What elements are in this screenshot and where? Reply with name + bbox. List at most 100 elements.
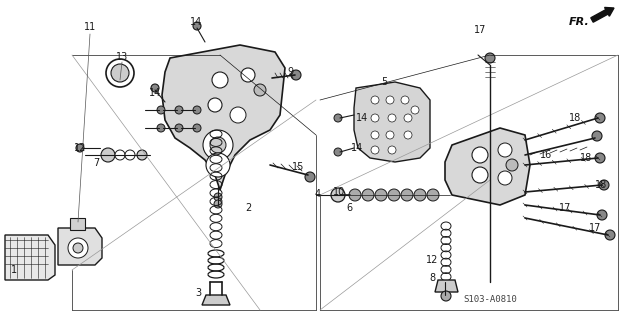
Polygon shape [354, 82, 430, 162]
Text: 4: 4 [315, 189, 321, 199]
Circle shape [193, 106, 201, 114]
Circle shape [214, 193, 222, 201]
Polygon shape [445, 128, 530, 205]
Circle shape [214, 200, 222, 208]
Text: 14: 14 [351, 143, 363, 153]
Text: 11: 11 [84, 22, 96, 32]
Circle shape [404, 131, 412, 139]
Polygon shape [435, 280, 458, 292]
Circle shape [404, 114, 412, 122]
Circle shape [193, 22, 201, 30]
Circle shape [241, 68, 255, 82]
Circle shape [605, 230, 615, 240]
Text: 7: 7 [93, 158, 99, 168]
Circle shape [386, 131, 394, 139]
Text: 12: 12 [426, 255, 438, 265]
Circle shape [411, 106, 419, 114]
Circle shape [254, 84, 266, 96]
Circle shape [371, 96, 379, 104]
Circle shape [371, 114, 379, 122]
Circle shape [401, 96, 409, 104]
Circle shape [331, 188, 345, 202]
Circle shape [498, 143, 512, 157]
Circle shape [388, 114, 396, 122]
Text: 12: 12 [74, 143, 86, 153]
Circle shape [334, 114, 342, 122]
Circle shape [599, 180, 609, 190]
Polygon shape [70, 218, 85, 230]
Circle shape [388, 146, 396, 154]
Text: 9: 9 [287, 67, 293, 77]
Circle shape [203, 130, 233, 160]
Circle shape [371, 146, 379, 154]
Text: FR.: FR. [569, 17, 590, 27]
Circle shape [208, 98, 222, 112]
Circle shape [597, 210, 607, 220]
Circle shape [386, 96, 394, 104]
Circle shape [414, 189, 426, 201]
Circle shape [427, 189, 439, 201]
Circle shape [401, 189, 413, 201]
Polygon shape [58, 228, 102, 265]
Text: S103-A0810: S103-A0810 [463, 295, 517, 305]
Polygon shape [202, 295, 230, 305]
Text: 14: 14 [356, 113, 368, 123]
Circle shape [125, 150, 135, 160]
Circle shape [101, 148, 115, 162]
Text: 14: 14 [190, 17, 202, 27]
Circle shape [151, 84, 159, 92]
FancyArrow shape [591, 7, 614, 22]
Circle shape [485, 53, 495, 63]
Circle shape [175, 124, 183, 132]
Text: 13: 13 [116, 52, 128, 62]
Text: 8: 8 [429, 273, 435, 283]
Text: 5: 5 [381, 77, 387, 87]
Text: 17: 17 [589, 223, 601, 233]
Circle shape [441, 291, 451, 301]
Text: 18: 18 [595, 180, 607, 190]
Circle shape [210, 137, 226, 153]
Circle shape [111, 64, 129, 82]
Polygon shape [5, 235, 55, 280]
Circle shape [76, 144, 84, 152]
Circle shape [592, 131, 602, 141]
Text: 6: 6 [346, 203, 352, 213]
Circle shape [595, 153, 605, 163]
Text: 16: 16 [540, 150, 552, 160]
Circle shape [362, 189, 374, 201]
Circle shape [291, 70, 301, 80]
Text: 1: 1 [11, 265, 17, 275]
Circle shape [212, 72, 228, 88]
Text: 14: 14 [149, 88, 161, 98]
Circle shape [193, 124, 201, 132]
Circle shape [498, 171, 512, 185]
Text: 17: 17 [474, 25, 486, 35]
Circle shape [206, 153, 230, 177]
Circle shape [388, 189, 400, 201]
Text: 18: 18 [569, 113, 581, 123]
Circle shape [472, 147, 488, 163]
Circle shape [595, 113, 605, 123]
Circle shape [137, 150, 147, 160]
Polygon shape [162, 45, 285, 190]
Circle shape [334, 148, 342, 156]
Circle shape [375, 189, 387, 201]
Circle shape [472, 167, 488, 183]
Circle shape [371, 131, 379, 139]
Circle shape [68, 238, 88, 258]
Circle shape [73, 243, 83, 253]
Circle shape [349, 189, 361, 201]
Text: 2: 2 [245, 203, 251, 213]
Text: 10: 10 [333, 187, 345, 197]
Circle shape [106, 59, 134, 87]
Text: 18: 18 [580, 153, 592, 163]
Text: 17: 17 [559, 203, 571, 213]
Circle shape [157, 106, 165, 114]
Circle shape [230, 107, 246, 123]
Circle shape [175, 106, 183, 114]
Circle shape [506, 159, 518, 171]
Circle shape [305, 172, 315, 182]
Text: 15: 15 [292, 162, 304, 172]
Circle shape [115, 150, 125, 160]
Text: 3: 3 [195, 288, 201, 298]
